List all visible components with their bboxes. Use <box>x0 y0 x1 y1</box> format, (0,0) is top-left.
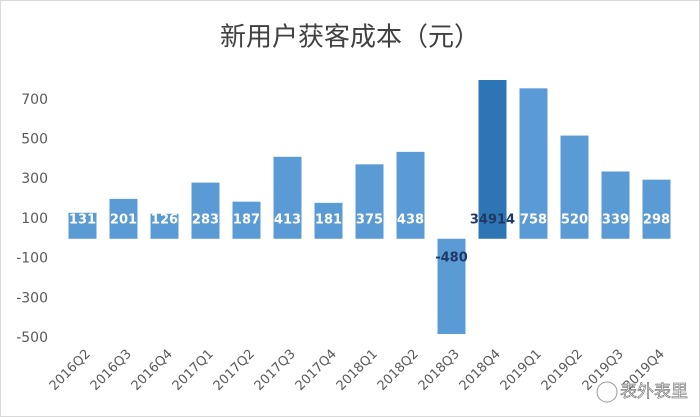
watermark-text: 表外表里 <box>620 382 688 402</box>
bar <box>355 164 384 239</box>
y-tick-label: 300 <box>21 171 48 187</box>
data-label: 339 <box>602 212 629 227</box>
data-label: 34914 <box>470 212 515 227</box>
watermark: 表外表里 <box>596 381 688 403</box>
y-tick-label: -300 <box>16 290 48 306</box>
y-tick-label: 700 <box>21 92 48 108</box>
bar <box>560 135 589 239</box>
bar <box>519 88 548 239</box>
y-tick-label: 100 <box>21 211 48 227</box>
data-label: 413 <box>274 212 301 227</box>
watermark-icon <box>596 381 618 403</box>
bar <box>109 198 138 239</box>
data-label: 298 <box>643 212 670 227</box>
bar <box>68 212 97 239</box>
data-label: 520 <box>561 212 588 227</box>
bar <box>150 213 179 239</box>
bar <box>273 156 302 239</box>
data-label: 201 <box>110 212 137 227</box>
data-label: 758 <box>520 212 547 227</box>
data-label: 438 <box>397 212 424 227</box>
data-label: 181 <box>315 212 342 227</box>
bar <box>478 80 507 239</box>
data-label: 126 <box>151 212 178 227</box>
data-label: 283 <box>192 212 219 227</box>
bar <box>437 238 466 335</box>
y-tick-label: -100 <box>16 251 48 267</box>
data-label: 131 <box>69 212 96 227</box>
y-tick-label: -500 <box>16 330 48 346</box>
plot-area <box>68 80 671 335</box>
bar <box>191 182 220 239</box>
bar <box>396 151 425 239</box>
y-tick-label: 500 <box>21 132 48 148</box>
data-label: 187 <box>233 212 260 227</box>
bar <box>232 201 261 239</box>
bar <box>601 171 630 239</box>
bar <box>314 202 343 239</box>
data-label: 375 <box>356 212 383 227</box>
chart-title: 新用户获客成本（元） <box>220 23 480 53</box>
bar <box>642 179 671 239</box>
data-label: -480 <box>435 250 468 265</box>
